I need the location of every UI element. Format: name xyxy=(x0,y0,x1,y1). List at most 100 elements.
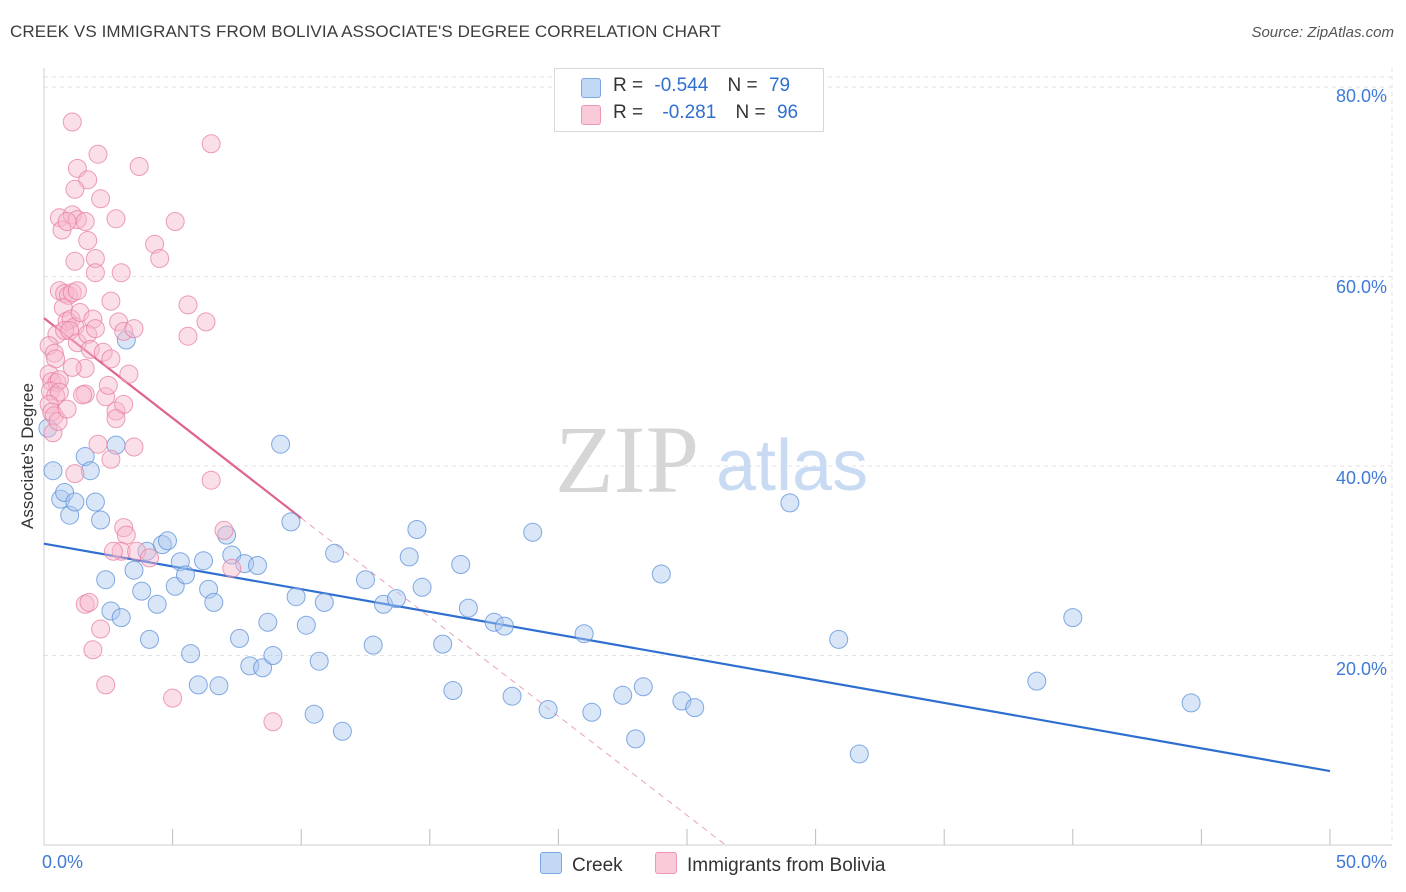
legend-creek-swatch xyxy=(540,852,562,874)
bolivia-point-39 xyxy=(55,321,75,340)
creek-point-35 xyxy=(248,556,267,575)
bolivia-point-45 xyxy=(124,319,144,339)
creek-point-49 xyxy=(363,635,383,655)
creek-point-20 xyxy=(158,531,177,551)
creek-point-42 xyxy=(296,615,316,635)
bolivia-point-77 xyxy=(116,525,136,545)
bolivia-point-27 xyxy=(67,281,87,301)
watermark-zip: ZIP xyxy=(555,406,699,513)
legend-bolivia[interactable]: Immigrants from Bolivia xyxy=(655,852,886,877)
creek-point-57 xyxy=(451,555,471,574)
creek-point-44 xyxy=(309,651,329,671)
bolivia-point-19 xyxy=(165,212,185,231)
bolivia-point-86 xyxy=(91,619,111,639)
bolivia-point-88 xyxy=(96,675,116,695)
bolivia-point-72 xyxy=(101,449,121,469)
creek-point-37 xyxy=(258,612,278,632)
bolivia-trend-line xyxy=(43,317,302,519)
bolivia-point-65 xyxy=(42,402,62,422)
bolivia-point-16 xyxy=(106,209,126,229)
gridlines xyxy=(44,68,1393,845)
bolivia-point-87 xyxy=(83,640,103,660)
creek-point-59 xyxy=(484,612,504,632)
y-tick-60: 60.0% xyxy=(1336,277,1388,297)
bolivia-point-93 xyxy=(62,357,82,377)
legend-creek[interactable]: Creek xyxy=(540,852,623,877)
legend-bolivia-label: Immigrants from Bolivia xyxy=(687,855,886,876)
bolivia-point-63 xyxy=(96,387,116,407)
creek-point-4 xyxy=(65,492,85,512)
bolivia-point-67 xyxy=(106,401,126,421)
creek-point-18 xyxy=(147,594,167,614)
creek-point-68 xyxy=(633,677,653,697)
bolivia-point-12 xyxy=(75,212,95,231)
bolivia-point-83 xyxy=(103,541,123,561)
bolivia-point-14 xyxy=(57,212,77,231)
bolivia-point-43 xyxy=(85,319,105,339)
creek-point-7 xyxy=(85,492,105,512)
creek-point-54 xyxy=(412,577,432,597)
bolivia-point-78 xyxy=(111,541,131,561)
data-points xyxy=(38,112,1201,764)
bolivia-point-18 xyxy=(150,249,170,268)
creek-point-51 xyxy=(386,589,406,609)
creek-point-65 xyxy=(582,702,602,722)
watermark: ZIP atlas xyxy=(555,406,868,513)
legend-bolivia-swatch xyxy=(655,852,677,874)
creek-point-72 xyxy=(780,493,800,513)
creek-point-24 xyxy=(181,644,201,664)
chart-title: CREEK VS IMMIGRANTS FROM BOLIVIA ASSOCIA… xyxy=(10,22,722,41)
creek-point-52 xyxy=(399,547,419,567)
bolivia-point-82 xyxy=(222,558,242,578)
source-label: Source: ZipAtlas.com xyxy=(1251,24,1394,41)
bolivia-point-3 xyxy=(65,179,85,199)
creek-point-19 xyxy=(152,535,172,555)
creek-point-15 xyxy=(132,581,152,601)
bolivia-point-42 xyxy=(78,324,98,344)
creek-point-28 xyxy=(204,592,224,612)
creek-point-60 xyxy=(494,616,514,636)
creek-n-label: N = xyxy=(727,75,758,96)
bolivia-point-85 xyxy=(79,592,99,612)
axes xyxy=(43,68,1392,846)
bolivia-n-value: 96 xyxy=(776,102,799,123)
creek-point-73 xyxy=(829,629,849,649)
bolivia-point-51 xyxy=(93,342,113,362)
creek-point-76 xyxy=(1063,608,1083,628)
creek-point-47 xyxy=(332,721,352,741)
bolivia-trend-extension xyxy=(300,517,726,846)
bolivia-r-label: R = xyxy=(613,102,644,123)
bolivia-point-6 xyxy=(201,134,221,154)
creek-point-25 xyxy=(188,675,208,695)
bolivia-point-69 xyxy=(106,409,126,429)
bolivia-point-73 xyxy=(124,437,144,457)
y-axis-label: Associate's Degree xyxy=(18,383,37,529)
x-tick-min: 0.0% xyxy=(42,852,84,872)
bolivia-point-90 xyxy=(263,712,283,732)
creek-point-12 xyxy=(111,608,131,628)
creek-point-74 xyxy=(849,744,869,764)
creek-point-17 xyxy=(140,629,159,649)
creek-point-67 xyxy=(626,729,646,749)
bolivia-point-13 xyxy=(78,231,98,250)
bolivia-point-36 xyxy=(178,295,198,315)
bolivia-point-34 xyxy=(101,291,121,311)
bolivia-point-48 xyxy=(44,343,64,363)
creek-point-32 xyxy=(230,628,249,648)
creek-trend-line xyxy=(43,542,1331,773)
bolivia-point-76 xyxy=(114,518,134,538)
creek-point-40 xyxy=(281,512,301,532)
legend-creek-label: Creek xyxy=(572,855,623,876)
bolivia-point-74 xyxy=(65,464,85,484)
watermark-atlas: atlas xyxy=(716,426,868,506)
bolivia-point-71 xyxy=(88,434,108,454)
trend-lines xyxy=(43,317,1331,846)
creek-point-6 xyxy=(80,461,100,481)
creek-point-0 xyxy=(43,461,63,481)
creek-point-14 xyxy=(124,560,144,580)
creek-point-29 xyxy=(209,676,229,696)
creek-point-55 xyxy=(433,634,453,654)
bolivia-point-22 xyxy=(111,263,131,283)
creek-point-2 xyxy=(55,483,75,502)
